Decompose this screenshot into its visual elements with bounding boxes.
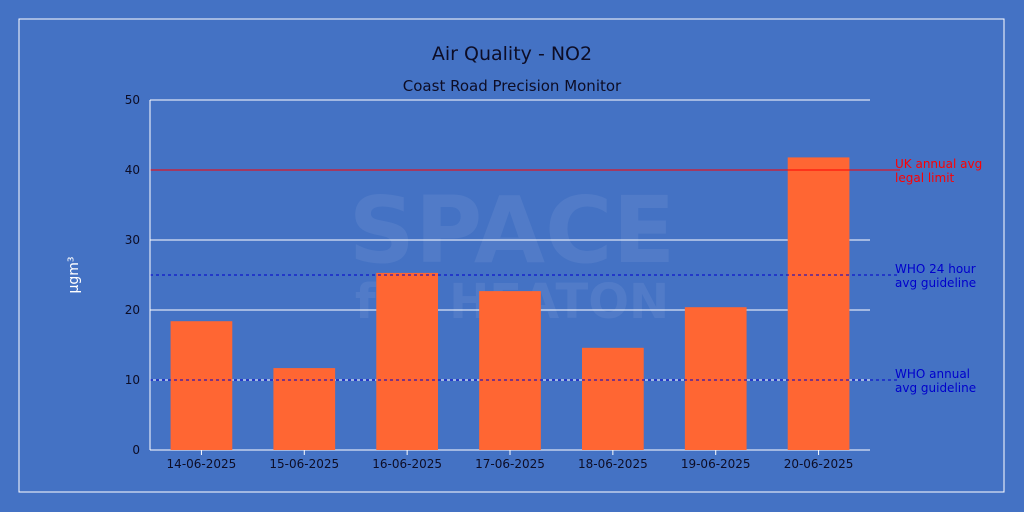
who-24h-guideline-label-line-2: avg guideline <box>895 276 976 290</box>
y-tick-label-50: 50 <box>125 93 140 107</box>
y-tick-label-40: 40 <box>125 163 140 177</box>
bar-19-06-2025 <box>684 307 747 450</box>
x-tick-label-18-06-2025: 18-06-2025 <box>578 457 648 471</box>
who-24h-guideline-label: WHO 24 hour avg guideline <box>895 262 976 290</box>
x-tick-label-20-06-2025: 20-06-2025 <box>784 457 854 471</box>
x-tick-label-16-06-2025: 16-06-2025 <box>372 457 442 471</box>
bar-20-06-2025 <box>787 157 850 450</box>
bar-16-06-2025 <box>376 272 438 450</box>
uk-annual-limit-label-line-2: legal limit <box>895 171 955 185</box>
who-annual-guideline-label: WHO annual avg guideline <box>895 367 976 395</box>
x-tick-label-19-06-2025: 19-06-2025 <box>681 457 751 471</box>
x-tick-label-17-06-2025: 17-06-2025 <box>475 457 545 471</box>
watermark-line1: SPACE <box>349 177 676 284</box>
bar-15-06-2025 <box>273 368 336 450</box>
y-tick-label-10: 10 <box>125 373 140 387</box>
chart-subtitle: Coast Road Precision Monitor <box>403 77 622 95</box>
y-axis-label: µgm³ <box>66 256 82 293</box>
y-tick-label-20: 20 <box>125 303 140 317</box>
y-tick-label-30: 30 <box>125 233 140 247</box>
chart-border <box>18 18 1005 493</box>
bar-14-06-2025 <box>170 321 233 450</box>
uk-annual-limit-label: UK annual avg legal limit <box>895 157 982 185</box>
x-tick-label-14-06-2025: 14-06-2025 <box>167 457 237 471</box>
who-annual-guideline-label-line-2: avg guideline <box>895 381 976 395</box>
bar-18-06-2025 <box>582 347 644 450</box>
x-tick-label-15-06-2025: 15-06-2025 <box>269 457 339 471</box>
who-24h-guideline-label-line-1: WHO 24 hour <box>895 262 976 276</box>
chart-title: Air Quality - NO2 <box>432 43 592 65</box>
who-annual-guideline-label-line-1: WHO annual <box>895 367 970 381</box>
bars <box>170 157 850 450</box>
uk-annual-limit-label-line-1: UK annual avg <box>895 157 982 171</box>
x-axis-ticks: 14-06-2025 15-06-2025 16-06-2025 17-06-2025… <box>167 450 854 471</box>
y-axis-ticks: 0 10 20 30 40 50 <box>125 93 140 457</box>
bar-17-06-2025 <box>479 291 541 450</box>
y-tick-label-0: 0 <box>132 443 140 457</box>
